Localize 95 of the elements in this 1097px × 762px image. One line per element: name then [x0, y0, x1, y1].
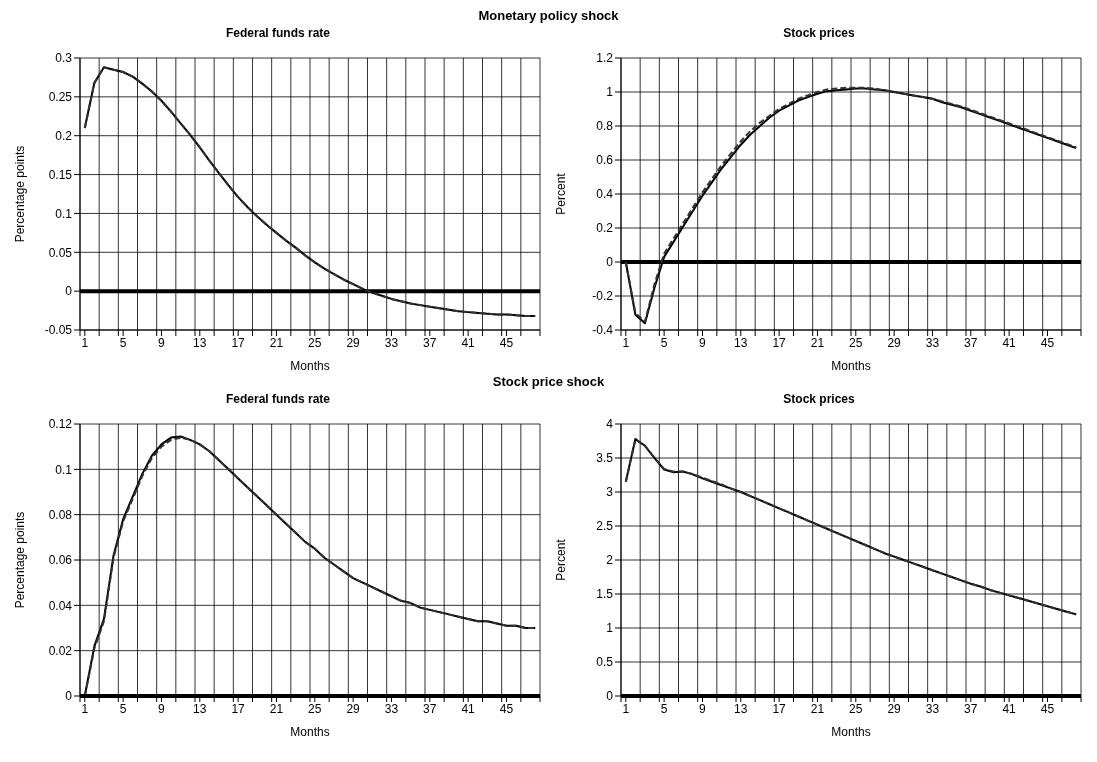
- x-tick-label: 41: [461, 701, 476, 716]
- x-tick-label: 29: [887, 335, 902, 350]
- y-tick-label: 0: [606, 689, 614, 704]
- y-tick-label: 1: [606, 621, 614, 636]
- y-tick-label: -0.4: [592, 323, 614, 338]
- x-tick-label: 1: [81, 701, 89, 716]
- x-tick-label: 21: [269, 701, 284, 716]
- x-tick-label: 29: [346, 335, 361, 350]
- y-tick-label: 0.8: [596, 119, 614, 134]
- x-tick-label: 25: [308, 335, 322, 350]
- x-tick-label: 17: [231, 335, 246, 350]
- chart-title: Stock prices: [782, 26, 856, 42]
- x-tick-label: 37: [964, 335, 978, 350]
- text: Stock price shock: [492, 374, 605, 389]
- y-tick-label: 0: [65, 689, 73, 704]
- x-tick-label: 13: [734, 335, 748, 350]
- y-axis-title: Percentage points: [13, 145, 28, 243]
- chart-title: Federal funds rate: [225, 26, 331, 42]
- x-tick-label: 41: [461, 335, 476, 350]
- x-tick-label: 5: [119, 335, 127, 350]
- y-axis-title: Percentage points: [13, 511, 28, 609]
- y-tick-label: 0: [65, 284, 73, 299]
- x-tick-label: 45: [499, 701, 514, 716]
- x-tick-label: 17: [231, 701, 246, 716]
- x-tick-label: 33: [925, 701, 940, 716]
- y-tick-label: 0.2: [55, 128, 73, 143]
- x-tick-label: 37: [423, 335, 437, 350]
- y-tick-label: 0.4: [596, 187, 614, 202]
- y-tick-label: 3: [606, 485, 614, 500]
- y-tick-label: 0.05: [48, 245, 73, 260]
- x-tick-label: 25: [849, 701, 863, 716]
- x-tick-label: 25: [308, 701, 322, 716]
- y-tick-label: 2: [606, 553, 614, 568]
- x-tick-label: 45: [1040, 701, 1055, 716]
- x-tick-label: 9: [699, 701, 707, 716]
- x-tick-label: 37: [423, 701, 437, 716]
- y-tick-label: 0.15: [48, 167, 73, 182]
- y-tick-label: 0.08: [48, 507, 73, 522]
- x-tick-label: 37: [964, 701, 978, 716]
- x-tick-label: 25: [849, 335, 863, 350]
- x-tick-label: 45: [1040, 335, 1055, 350]
- x-tick-label: 17: [772, 701, 787, 716]
- y-tick-label: 0.1: [55, 462, 73, 477]
- x-tick-label: 13: [193, 701, 207, 716]
- x-tick-label: 21: [810, 335, 825, 350]
- x-tick-label: 41: [1002, 701, 1017, 716]
- x-tick-label: 17: [772, 335, 787, 350]
- y-tick-label: 3.5: [596, 451, 614, 466]
- y-tick-label: 1.5: [596, 587, 614, 602]
- y-tick-label: 0: [606, 255, 614, 270]
- x-tick-label: 5: [119, 701, 127, 716]
- x-tick-label: 45: [499, 335, 514, 350]
- x-tick-label: 5: [660, 701, 668, 716]
- x-tick-label: 21: [810, 701, 825, 716]
- y-tick-label: 1: [606, 85, 614, 100]
- y-axis-title: Percent: [554, 172, 569, 215]
- y-tick-label: 2.5: [596, 519, 614, 534]
- y-axis-title: Percent: [554, 538, 569, 581]
- x-tick-label: 9: [158, 701, 166, 716]
- x-axis-title: Months: [831, 725, 871, 739]
- chart-title: Federal funds rate: [225, 392, 331, 408]
- x-axis-title: Months: [290, 359, 330, 373]
- x-tick-label: 1: [622, 701, 630, 716]
- x-tick-label: 9: [158, 335, 166, 350]
- x-tick-label: 29: [346, 701, 361, 716]
- y-tick-label: 0.06: [48, 553, 73, 568]
- y-tick-label: 0.5: [596, 655, 614, 670]
- x-tick-label: 9: [699, 335, 707, 350]
- x-tick-label: 41: [1002, 335, 1017, 350]
- y-tick-label: 1.2: [596, 51, 614, 66]
- x-tick-label: 1: [622, 335, 630, 350]
- x-tick-label: 33: [925, 335, 940, 350]
- x-tick-label: 1: [81, 335, 89, 350]
- y-tick-label: -0.05: [44, 323, 73, 338]
- y-tick-label: 0.25: [48, 90, 73, 105]
- text: Monetary policy shock: [478, 8, 619, 23]
- x-tick-label: 5: [660, 335, 668, 350]
- x-tick-label: 21: [269, 335, 284, 350]
- x-axis-title: Months: [290, 725, 330, 739]
- x-axis-title: Months: [831, 359, 871, 373]
- chart-title: Stock prices: [782, 392, 856, 408]
- x-tick-label: 13: [193, 335, 207, 350]
- y-tick-label: -0.2: [592, 289, 614, 304]
- y-tick-label: 0.1: [55, 206, 73, 221]
- x-tick-label: 33: [384, 701, 399, 716]
- y-tick-label: 0.3: [55, 51, 73, 66]
- y-tick-label: 0.2: [596, 221, 614, 236]
- x-tick-label: 13: [734, 701, 748, 716]
- x-tick-label: 33: [384, 335, 399, 350]
- y-tick-label: 4: [606, 417, 614, 432]
- y-tick-label: 0.02: [48, 643, 73, 658]
- x-tick-label: 29: [887, 701, 902, 716]
- y-tick-label: 0.12: [48, 417, 73, 432]
- y-tick-label: 0.6: [596, 153, 614, 168]
- y-tick-label: 0.04: [48, 598, 73, 613]
